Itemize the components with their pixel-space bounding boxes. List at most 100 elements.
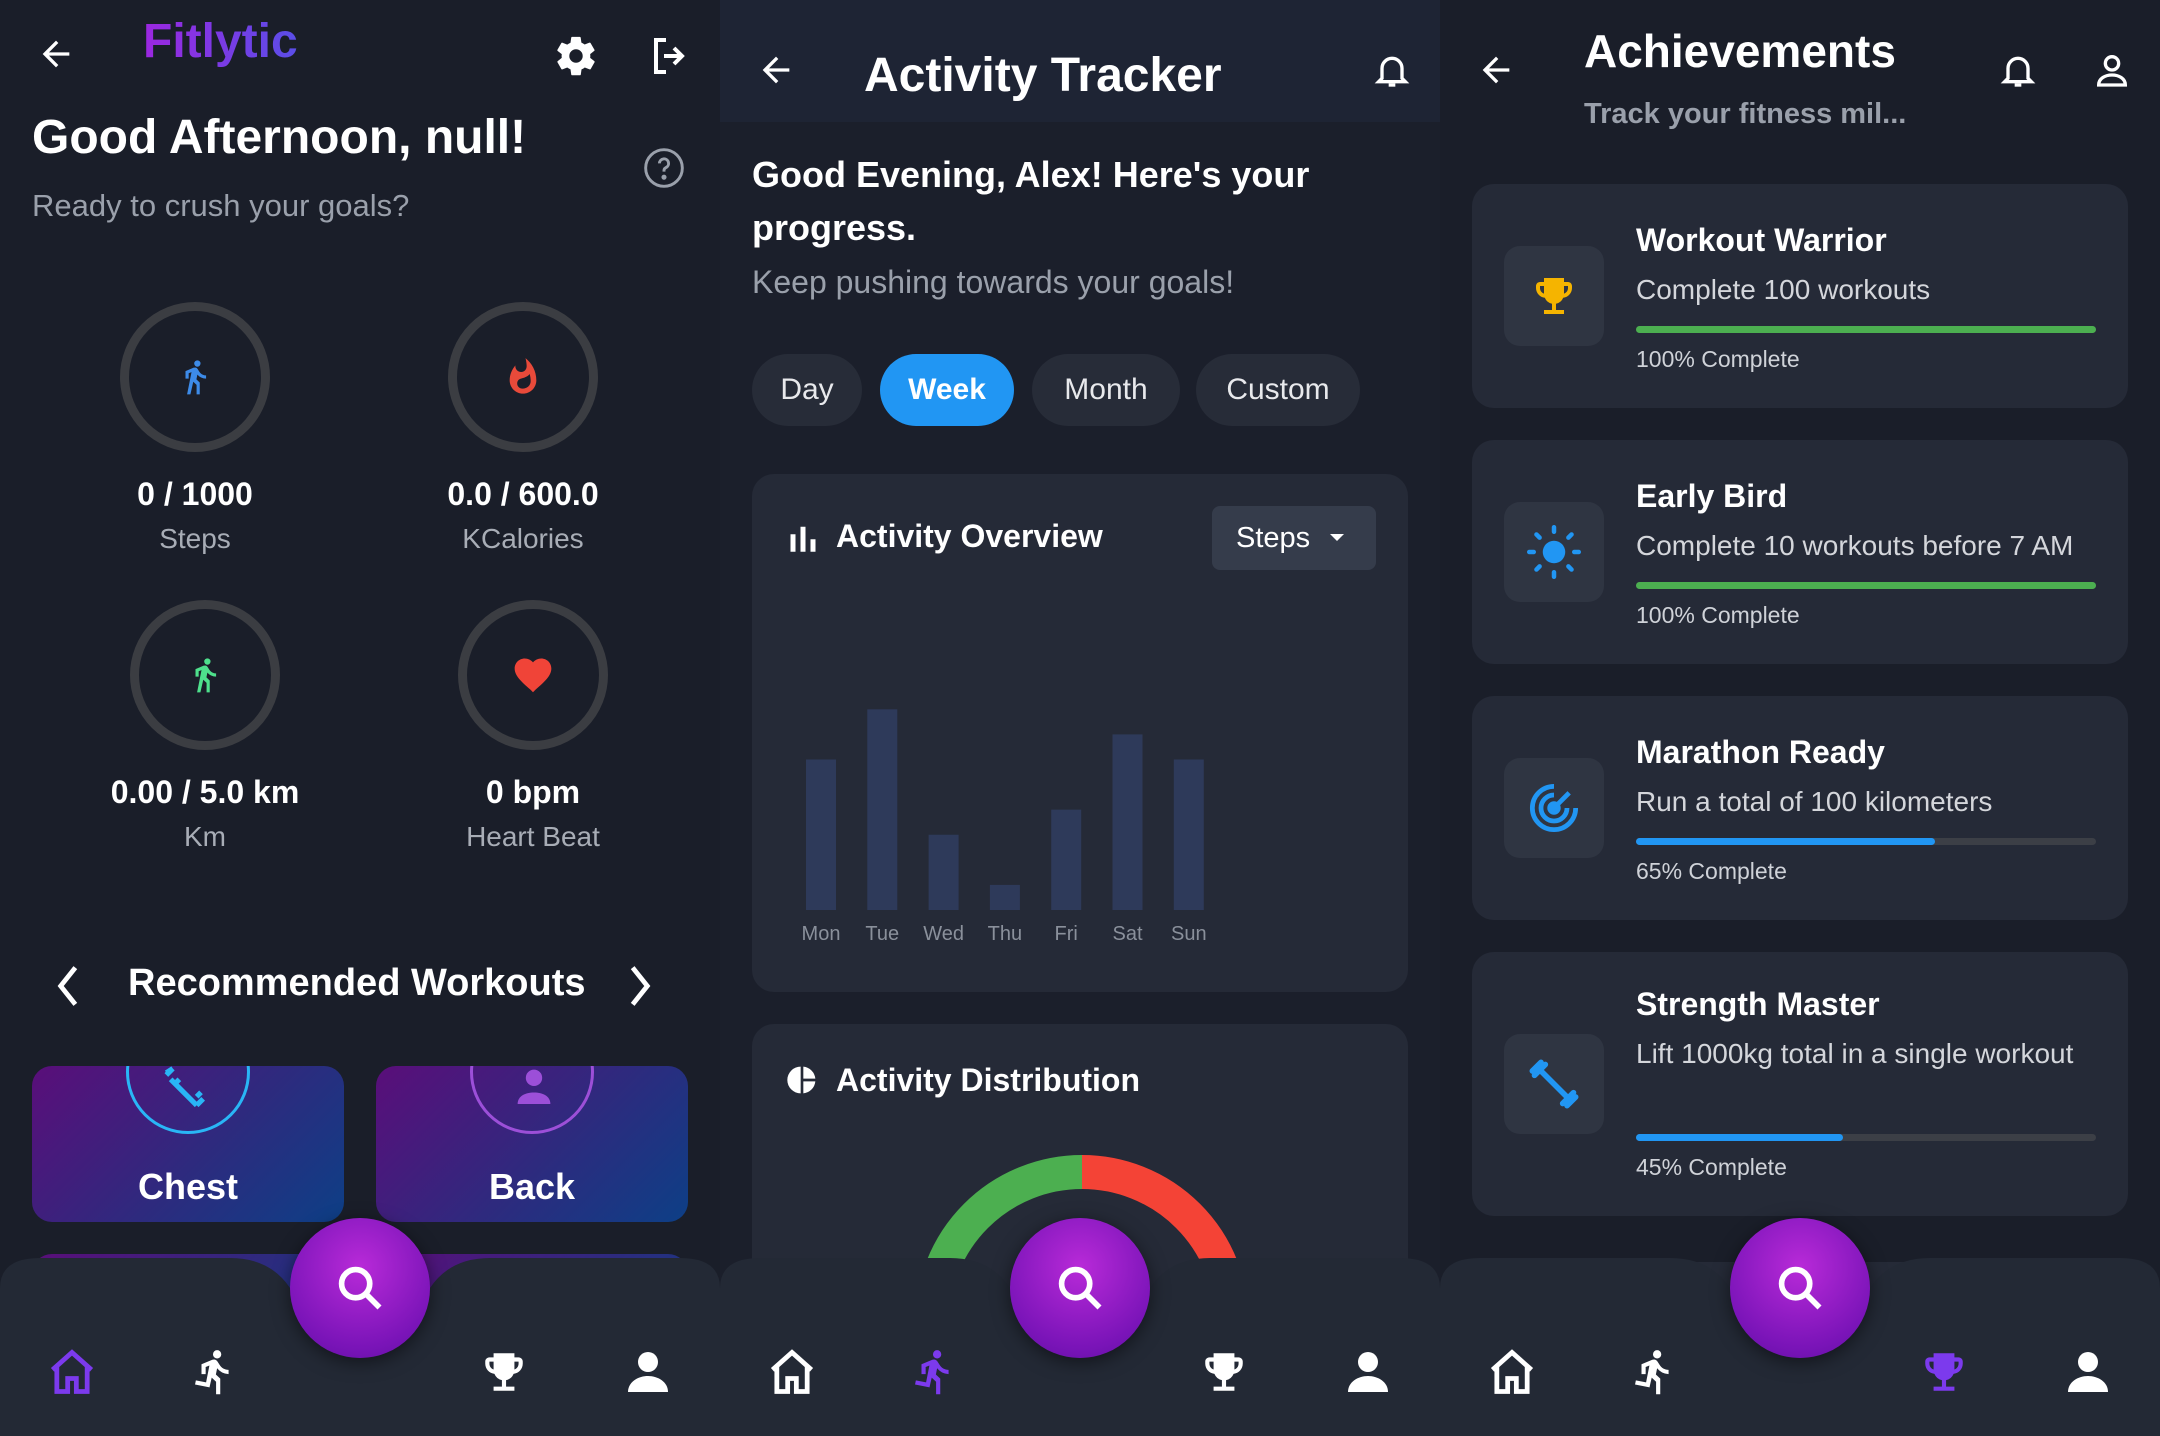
greeting-subtitle: Keep pushing towards your goals! [752,264,1235,300]
heartbeat-ring [458,600,608,750]
search-button[interactable] [290,1218,430,1358]
home-icon [1490,1349,1534,1394]
nav-curve [0,1258,720,1338]
progress-fill [1636,326,2096,333]
heartbeat-label: Heart Beat [466,821,600,852]
back-arrow-icon[interactable] [1470,44,1522,96]
achievements-screen: Achievements Track your fitness mil... W… [1440,0,2160,1436]
distance-metric[interactable]: 0.00 / 5.0 km Km [55,600,355,853]
nav-activity[interactable] [904,1342,964,1402]
nav-curve [1440,1258,2160,1338]
workout-card-back[interactable]: Back [376,1066,688,1222]
achievement-card[interactable]: Marathon Ready Run a total of 100 kilome… [1472,696,2128,920]
back-arrow-icon[interactable] [30,28,82,80]
chevron-left-icon[interactable] [48,962,88,1010]
achievement-percent: 65% Complete [1636,858,1787,884]
nav-home[interactable] [762,1342,822,1402]
achievement-title: Strength Master [1636,986,1880,1022]
person-icon [517,1069,551,1104]
search-button[interactable] [1010,1218,1150,1358]
overview-title: Activity Overview [836,518,1103,554]
period-custom[interactable]: Custom [1196,354,1360,426]
achievement-desc: Run a total of 100 kilometers [1636,786,1993,817]
achievement-progress [1636,326,2096,333]
nav-achievements[interactable] [1914,1342,1974,1402]
nav-achievements[interactable] [1194,1342,1254,1402]
calories-metric[interactable]: 0.0 / 600.0 KCalories [373,302,673,555]
nav-profile[interactable] [618,1342,678,1402]
bar-fri [1051,809,1082,910]
bar-chart-icon [790,526,816,552]
page-title: Activity Tracker [864,49,1222,102]
home-icon [770,1349,814,1394]
nav-home[interactable] [42,1342,102,1402]
workout-card-chest[interactable]: Chest [32,1066,344,1222]
x-tick-label: Tue [865,923,899,945]
steps-label: Steps [159,523,231,554]
x-tick-label: Thu [988,923,1022,945]
target-icon [1529,783,1579,833]
nav-profile[interactable] [2058,1342,2118,1402]
person-icon [1348,1352,1388,1392]
run-icon [915,1350,949,1395]
period-month[interactable]: Month [1032,354,1180,426]
distance-value: 0.00 / 5.0 km [110,774,300,810]
person-icon [628,1352,668,1392]
logout-icon[interactable] [640,28,700,84]
achievement-percent: 45% Complete [1636,1154,1787,1180]
distribution-title: Activity Distribution [836,1062,1141,1098]
bell-icon[interactable] [1366,44,1418,96]
period-day[interactable]: Day [752,354,862,426]
steps-metric[interactable]: 0 / 1000 Steps [45,302,345,555]
greeting-heading: Good Evening, Alex! Here's your progress… [752,154,1310,248]
heartbeat-value: 0 bpm [485,774,581,810]
achievement-card[interactable]: Workout Warrior Complete 100 workouts 10… [1472,184,2128,408]
bell-icon[interactable] [1992,44,2044,96]
achievement-card[interactable]: Early Bird Complete 10 workouts before 7… [1472,440,2128,664]
page-title: Achievements [1584,25,1896,77]
gear-icon[interactable] [548,28,604,84]
back-arrow-icon[interactable] [750,44,802,96]
x-tick-label: Mon [802,923,841,945]
x-tick-label: Fri [1055,923,1078,945]
dashboard-screen: Fitlytic Good Afternoon, null! Ready to … [0,0,720,1436]
run-icon [1635,1350,1669,1395]
search-icon [1058,1266,1102,1310]
achievement-title: Marathon Ready [1636,734,1885,770]
nav-profile[interactable] [1338,1342,1398,1402]
achievement-card[interactable]: Strength Master Lift 1000kg total in a s… [1472,952,2128,1216]
heartbeat-metric[interactable]: 0 bpm Heart Beat [383,600,683,853]
distance-ring [130,600,280,750]
bar-sun [1173,759,1204,910]
bar-mon [806,759,836,910]
calories-value: 0.0 / 600.0 [447,476,599,512]
nav-home[interactable] [1482,1342,1542,1402]
nav-activity[interactable] [184,1342,244,1402]
steps-value: 0 / 1000 [137,476,253,512]
chevron-right-icon[interactable] [620,962,660,1010]
person-icon [2068,1352,2108,1392]
search-button[interactable] [1730,1218,1870,1358]
profile-icon[interactable] [2086,44,2138,96]
nav-achievements[interactable] [474,1342,534,1402]
pie-chart-icon [787,1066,816,1094]
run-icon [195,1350,229,1395]
metric-dropdown[interactable]: Steps [1212,506,1376,570]
achievement-percent: 100% Complete [1636,602,1800,628]
achievement-icon-box [1504,246,1604,346]
trophy-icon [485,1353,523,1391]
nav-activity[interactable] [1624,1342,1684,1402]
bar-tue [867,709,898,910]
help-icon[interactable] [640,144,688,192]
search-icon [338,1266,382,1310]
trophy-icon [1925,1353,1963,1391]
steps-ring [120,302,270,452]
trophy-icon [1536,278,1572,314]
greeting-subtitle: Ready to crush your goals? [32,188,410,223]
overview-bar-chart: Mon Tue Wed Thu Fri Sat Sun [802,709,1207,945]
achievement-desc: Complete 10 workouts before 7 AM [1636,530,2074,561]
bar-wed [928,834,959,910]
period-week[interactable]: Week [880,354,1014,426]
section-title: Recommended Workouts [128,962,586,1004]
bar-thu [989,884,1020,910]
